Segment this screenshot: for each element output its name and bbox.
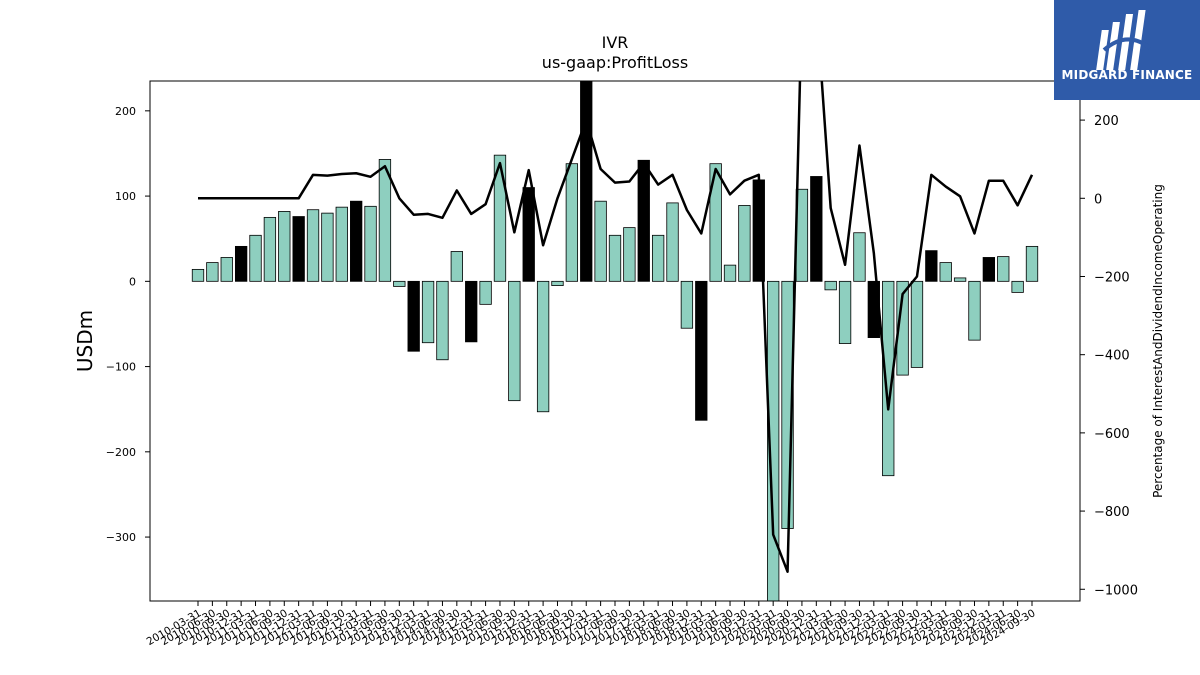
- bar: [378, 159, 392, 282]
- chart-title: IVR: [602, 33, 629, 52]
- y-tick-label: 200: [115, 105, 136, 118]
- y-axis-label: USDm: [73, 310, 97, 372]
- bar: [292, 216, 305, 282]
- y2-tick-label: −800: [1094, 505, 1130, 520]
- bar: [982, 257, 996, 282]
- bar: [623, 227, 636, 282]
- bar: [191, 268, 205, 282]
- y2-tick-label: −200: [1094, 270, 1130, 285]
- bar: [565, 163, 579, 282]
- bar: [580, 80, 593, 282]
- bar: [335, 206, 348, 282]
- bar: [436, 280, 449, 361]
- bar: [479, 280, 492, 305]
- bar: [594, 200, 607, 282]
- bar: [536, 280, 550, 413]
- bar: [939, 262, 952, 282]
- bar: [493, 154, 507, 282]
- bar: [508, 280, 521, 402]
- bar: [608, 234, 622, 282]
- y2-tick-label: 0: [1094, 192, 1102, 207]
- bar: [680, 280, 694, 329]
- bar: [206, 262, 219, 282]
- brand-name: MIDGARD FINANCE: [1061, 68, 1193, 82]
- y-tick-label: −200: [106, 446, 136, 459]
- y2-tick-label: −400: [1094, 349, 1130, 364]
- bar: [393, 280, 406, 287]
- y-tick-label: −100: [106, 361, 136, 374]
- bar: [968, 280, 981, 341]
- bar: [1011, 280, 1024, 293]
- right-y-axis: −1000 −800 −600 −400 −200 0 200: [1080, 114, 1138, 598]
- bar: [709, 163, 722, 282]
- logo-mark-icon: [1096, 10, 1152, 70]
- y-tick-label: 100: [115, 190, 136, 203]
- bar: [364, 205, 377, 282]
- bar: [910, 280, 924, 368]
- bar: [838, 280, 852, 344]
- brand-logo: MIDGARD FINANCE: [1054, 0, 1200, 100]
- bar: [723, 264, 737, 282]
- left-y-axis: −300 −200 −100 0 100 200: [106, 105, 150, 544]
- bar: [925, 250, 938, 282]
- y2-tick-label: 200: [1094, 114, 1119, 129]
- bar: [824, 280, 837, 291]
- y2-tick-label: −600: [1094, 427, 1130, 442]
- bar: [666, 202, 679, 282]
- bar: [278, 211, 291, 282]
- bar: [350, 200, 363, 282]
- chart-subtitle: us-gaap:ProfitLoss: [542, 53, 688, 72]
- y2-tick-label: −1000: [1094, 583, 1138, 598]
- ratio-line: [198, 81, 1034, 573]
- y-tick-label: −300: [106, 531, 136, 544]
- x-axis: 2010-03-312010-06-302010-09-302010-12-31…: [145, 601, 1038, 648]
- bar: [407, 280, 420, 352]
- bar: [738, 205, 751, 282]
- bar: [637, 159, 650, 282]
- bar: [421, 280, 435, 344]
- bar: [321, 212, 334, 282]
- bar: [1025, 245, 1039, 282]
- bar: [465, 280, 478, 343]
- bar: [953, 277, 967, 282]
- bar: [810, 176, 823, 282]
- bar: [450, 251, 463, 282]
- bar: [896, 280, 909, 376]
- y2-axis-label: Percentage of InterestAndDividendIncomeO…: [1151, 184, 1165, 498]
- line-series: [198, 81, 1034, 573]
- bar: [651, 234, 665, 282]
- bar: [306, 209, 320, 282]
- bar: [522, 187, 535, 282]
- bar: [997, 256, 1010, 282]
- bar: [263, 216, 277, 282]
- bar: [882, 280, 895, 477]
- bar: [249, 234, 262, 282]
- bar: [695, 280, 708, 421]
- y-tick-label: 0: [129, 275, 136, 288]
- bar: [551, 280, 564, 286]
- bar: [234, 245, 248, 282]
- bar: [853, 232, 866, 282]
- bar: [220, 257, 233, 282]
- plot-frame: [149, 80, 1081, 602]
- bar-series: [191, 80, 1039, 602]
